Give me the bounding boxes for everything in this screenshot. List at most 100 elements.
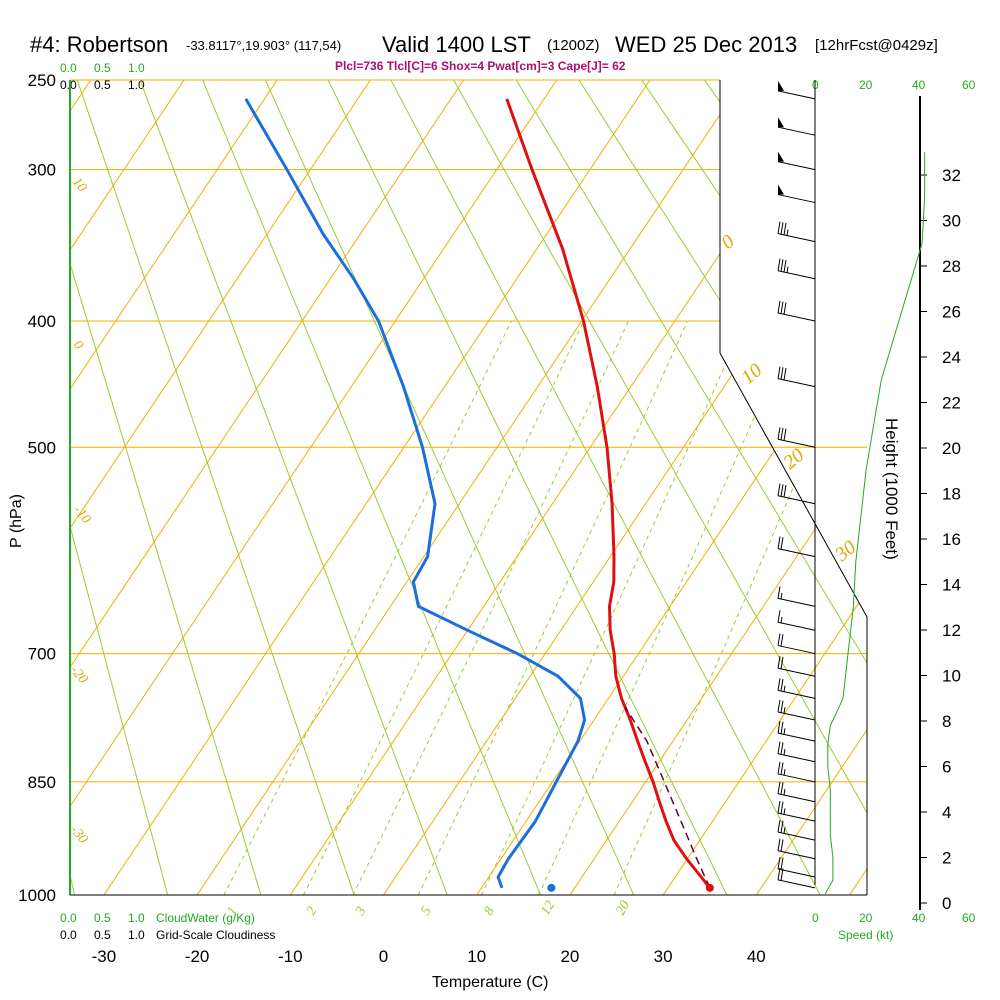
- wind-barb-flag: [783, 367, 787, 381]
- isotherm-label: 0: [70, 338, 86, 353]
- wind-barb-flag: [777, 856, 781, 870]
- x-tick-label: 30: [654, 947, 673, 966]
- wind-barb: [777, 741, 816, 763]
- wind-barb-flag: [777, 801, 781, 814]
- height-tick-label: 24: [942, 348, 961, 367]
- x-axis-label: Temperature (C): [432, 974, 548, 991]
- wind-barb-flag: [780, 742, 784, 755]
- isotherm-line: [825, 80, 867, 895]
- cloud-scale-green-1: 0.5: [94, 61, 111, 75]
- wind-barb-flag: [777, 656, 781, 669]
- wind-barb: [777, 678, 816, 699]
- wind-barb: [777, 781, 816, 803]
- wind-barb-staff: [777, 667, 816, 677]
- wind-barb-staff: [777, 597, 816, 607]
- wind-barb-flag: [783, 428, 787, 441]
- height-tick-label: 26: [942, 303, 961, 322]
- cloud-scale-bottom-green-0: 0.0: [60, 911, 77, 925]
- wind-barb-half-flag: [783, 827, 786, 834]
- wind-barb-half-flag: [783, 707, 786, 714]
- mixing-ratio-line: [613, 320, 864, 895]
- wind-barb-flag: [777, 483, 781, 496]
- cloud-scale-green-0: 0.0: [60, 61, 77, 75]
- height-tick-label: 8: [942, 712, 951, 731]
- wind-barb-flag: [780, 634, 784, 647]
- wind-barb-flag: [777, 427, 781, 440]
- dry-adiabat-line: [492, 80, 867, 895]
- wind-barb-flag: [777, 741, 781, 754]
- wind-barb-staff: [777, 645, 816, 655]
- speed-axis: 0 20 40 60 0 20 40 60 Speed (kt): [812, 78, 976, 942]
- height-tick-label: 22: [942, 394, 961, 413]
- isotherm-line: [80, 80, 677, 895]
- x-tick-label: -10: [278, 947, 303, 966]
- pressure-tick-label: 700: [28, 645, 56, 664]
- wind-barb-flag: [780, 367, 784, 380]
- wind-barb-half-flag: [783, 808, 786, 815]
- dewpoint-profile-line: [244, 98, 587, 889]
- cloud-scale-top: 0.0 0.5 1.0 0.0 0.5 1.0: [60, 61, 145, 92]
- height-tick-label: 18: [942, 485, 961, 504]
- cloud-scale-bottom: 0.0 0.5 1.0 CloudWater (g/Kg) 0.0 0.5 1.…: [60, 911, 275, 942]
- wind-barb-staff: [777, 378, 816, 388]
- wind-barb-staff: [777, 850, 816, 860]
- speed-axis-label: Speed (kt): [838, 928, 893, 942]
- cloud-scale-bottom-black-1: 0.5: [94, 928, 111, 942]
- wind-barb-staff: [777, 194, 816, 204]
- wind-barb-half-flag: [783, 788, 786, 796]
- mixing-ratio-line: [417, 320, 688, 895]
- wind-barb-staff: [777, 126, 816, 136]
- wind-barb-staff: [777, 793, 816, 803]
- dry-adiabat-line: [430, 80, 867, 895]
- wind-barb-pennant: [778, 184, 784, 195]
- wind-barb: [777, 483, 816, 505]
- isotherm-line: [70, 80, 398, 895]
- wind-barb-flag: [777, 221, 781, 234]
- wind-barb: [777, 867, 816, 889]
- wind-barb: [777, 366, 816, 388]
- x-tick-label: 20: [560, 947, 579, 966]
- wind-barb-flag: [780, 839, 784, 852]
- wind-barb-flag: [777, 781, 781, 794]
- dry-adiabat-line: [70, 80, 272, 895]
- pressure-tick-label: 500: [28, 438, 56, 457]
- station-title: #4: Robertson: [30, 32, 168, 57]
- wind-speed-profile-line: [824, 152, 926, 895]
- wind-barb-flag: [777, 633, 781, 646]
- wind-barb-flag: [780, 656, 784, 669]
- mixing-ratio-line: [223, 320, 512, 895]
- isotherm-line: [70, 80, 491, 895]
- isotherm-label: 20: [779, 444, 808, 474]
- isotherm-line: [266, 80, 864, 895]
- pressure-tick-label: 250: [28, 71, 56, 90]
- dry-adiabat-line: [983, 41, 1000, 931]
- wind-barb-staff: [777, 495, 816, 505]
- wind-barb-flag: [780, 301, 784, 314]
- dewpoint-surface-point: [547, 883, 556, 892]
- cloud-scale-black-0: 0.0: [60, 78, 77, 92]
- sounding-profiles: [244, 98, 714, 892]
- cloud-scale-bottom-black-0: 0.0: [60, 928, 77, 942]
- wind-barb-flag: [780, 721, 784, 734]
- wind-barb-half-flag: [783, 769, 786, 776]
- grid-clipped: [70, 41, 1000, 931]
- mixing-ratio-label: 12: [538, 898, 558, 918]
- cloud-scale-black-1: 0.5: [94, 78, 111, 92]
- pressure-tick-label: 1000: [18, 886, 56, 905]
- wind-barb-half-flag: [783, 748, 786, 756]
- speed-tick-bottom-20: 20: [859, 911, 873, 925]
- isotherm-line: [173, 80, 771, 895]
- wind-barb-staff: [777, 753, 816, 763]
- wind-barb: [777, 856, 816, 878]
- wind-barb-flag: [777, 536, 781, 549]
- parcel-profile-line: [624, 706, 711, 889]
- wind-barb: [777, 221, 816, 243]
- x-tick-label: -20: [185, 947, 210, 966]
- wind-barb-half-flag: [786, 229, 789, 236]
- wind-barb: [777, 536, 816, 558]
- height-tick-label: 16: [942, 530, 961, 549]
- height-tick-label: 0: [942, 894, 951, 913]
- wind-barb: [777, 586, 816, 607]
- mixing-ratio-label: 2: [304, 904, 320, 918]
